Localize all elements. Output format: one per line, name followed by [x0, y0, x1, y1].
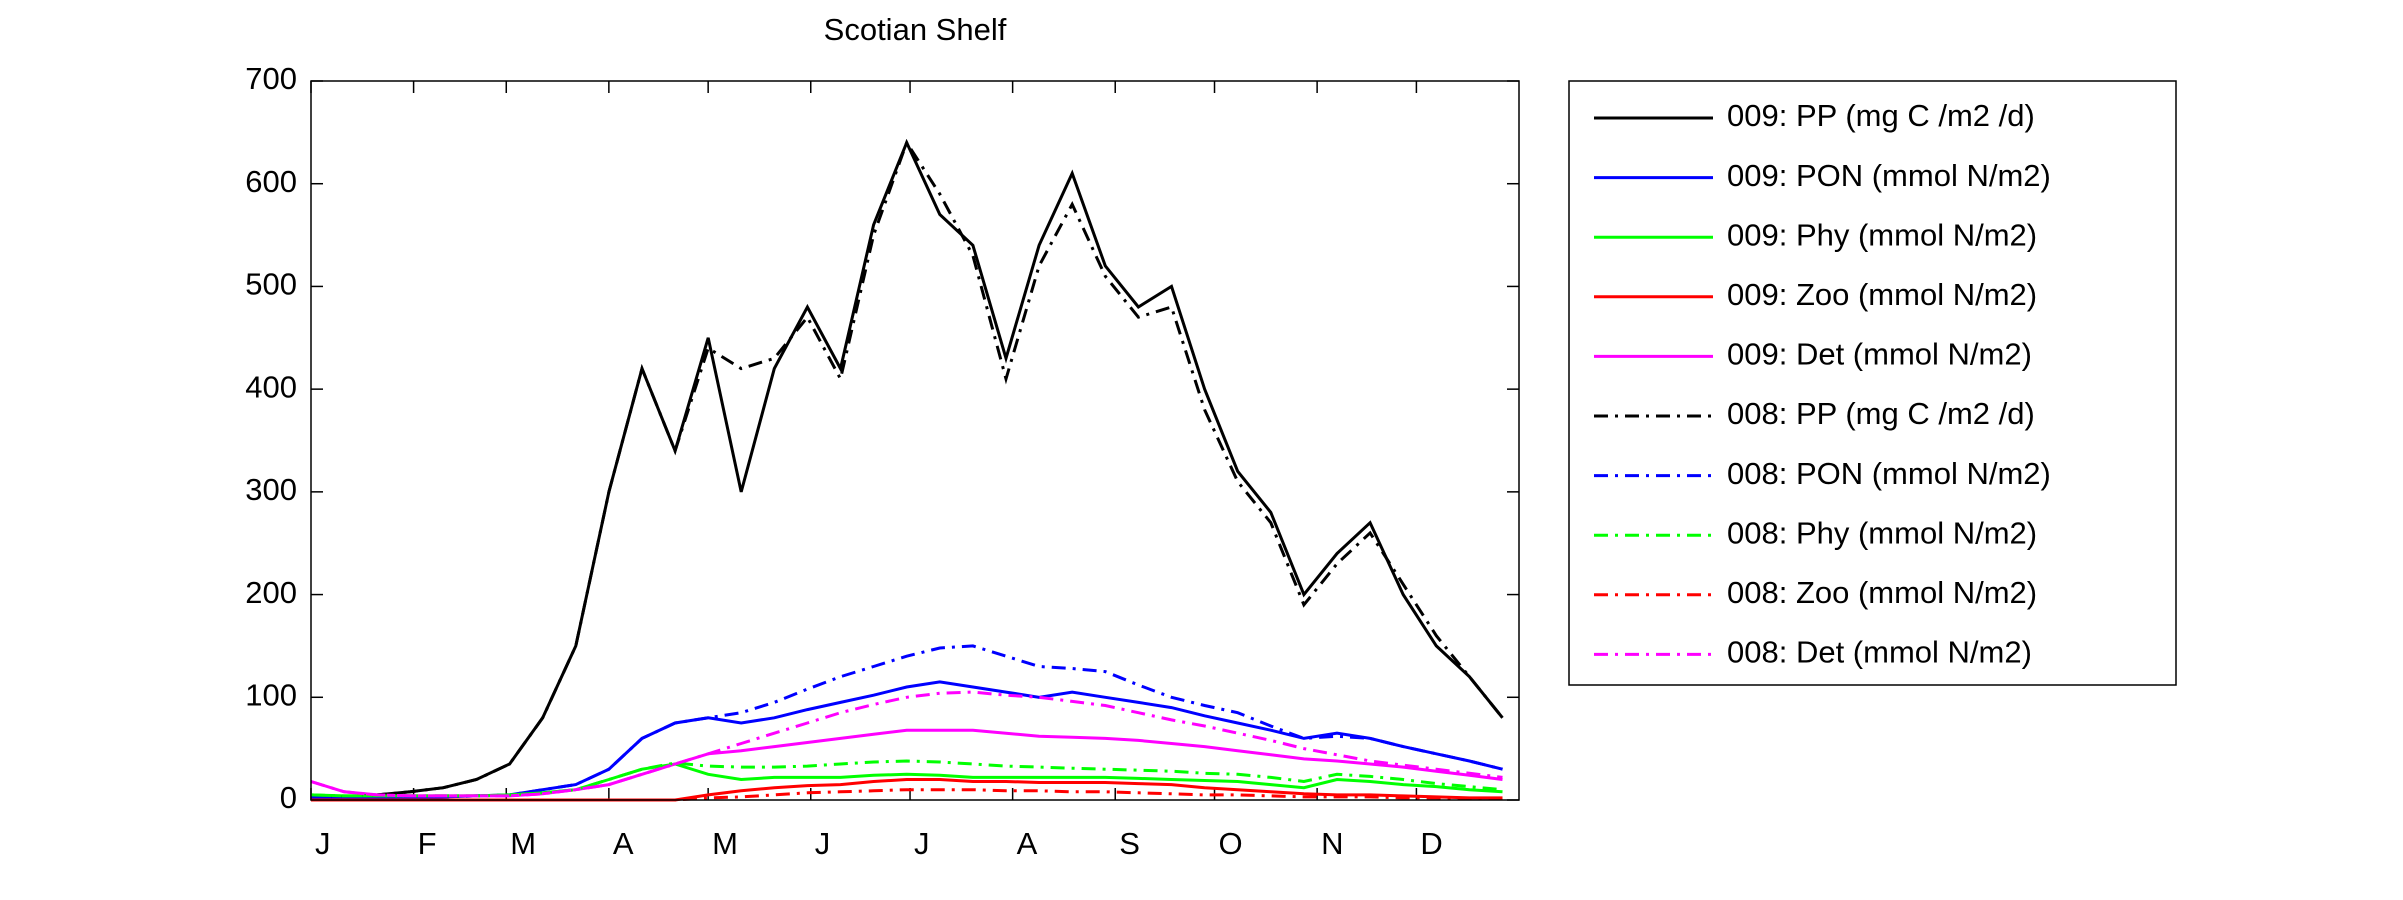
y-tick-label: 0	[280, 780, 297, 815]
series-line	[310, 690, 1503, 798]
x-tick-label: M	[510, 826, 536, 861]
x-tick-label: J	[315, 826, 331, 861]
plot-frame	[310, 80, 1520, 801]
series-line	[310, 139, 1504, 802]
x-tick-label: N	[1321, 826, 1343, 861]
series-line	[310, 138, 1504, 802]
x-tick-label: J	[914, 826, 930, 861]
legend-label: 009: Zoo (mmol N/m2)	[1727, 277, 2037, 312]
legend-label: 008: PP (mg C /m2 /d)	[1727, 396, 2035, 431]
x-tick-label: O	[1219, 826, 1243, 861]
legend-label: 009: PON (mmol N/m2)	[1727, 158, 2051, 193]
legend-label: 009: PP (mg C /m2 /d)	[1727, 98, 2035, 133]
series-line	[310, 728, 1503, 798]
y-tick-label: 400	[245, 369, 297, 404]
legend-box	[1568, 80, 2177, 686]
x-tick-label: M	[712, 826, 738, 861]
y-tick-label: 100	[245, 677, 297, 712]
y-tick-label: 700	[245, 61, 297, 96]
x-tick-label: D	[1420, 826, 1442, 861]
y-tick-label: 600	[245, 164, 297, 199]
legend-label: 008: Zoo (mmol N/m2)	[1727, 575, 2037, 610]
x-tick-label: A	[613, 826, 634, 861]
legend-label: 009: Phy (mmol N/m2)	[1727, 217, 2037, 252]
x-tick-label: J	[815, 826, 831, 861]
legend-label: 008: Det (mmol N/m2)	[1727, 635, 2032, 670]
y-tick-label: 500	[245, 267, 297, 302]
x-tick-label: S	[1119, 826, 1140, 861]
x-tick-label: A	[1017, 826, 1038, 861]
legend-label: 009: Det (mmol N/m2)	[1727, 337, 2032, 372]
y-tick-label: 300	[245, 472, 297, 507]
series-line	[310, 759, 1503, 798]
legend-label: 008: PON (mmol N/m2)	[1727, 456, 2051, 491]
x-tick-label: F	[418, 826, 437, 861]
legend-label: 008: Phy (mmol N/m2)	[1727, 515, 2037, 550]
y-tick-label: 200	[245, 575, 297, 610]
chart-title: Scotian Shelf	[824, 12, 1007, 47]
